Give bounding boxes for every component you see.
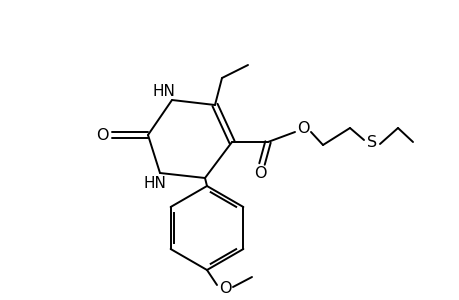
- Text: O: O: [95, 128, 108, 142]
- Text: O: O: [296, 121, 308, 136]
- Text: HN: HN: [143, 176, 166, 190]
- Text: O: O: [218, 281, 231, 296]
- Text: O: O: [253, 167, 266, 182]
- Text: S: S: [366, 134, 376, 149]
- Text: HN: HN: [152, 83, 175, 98]
